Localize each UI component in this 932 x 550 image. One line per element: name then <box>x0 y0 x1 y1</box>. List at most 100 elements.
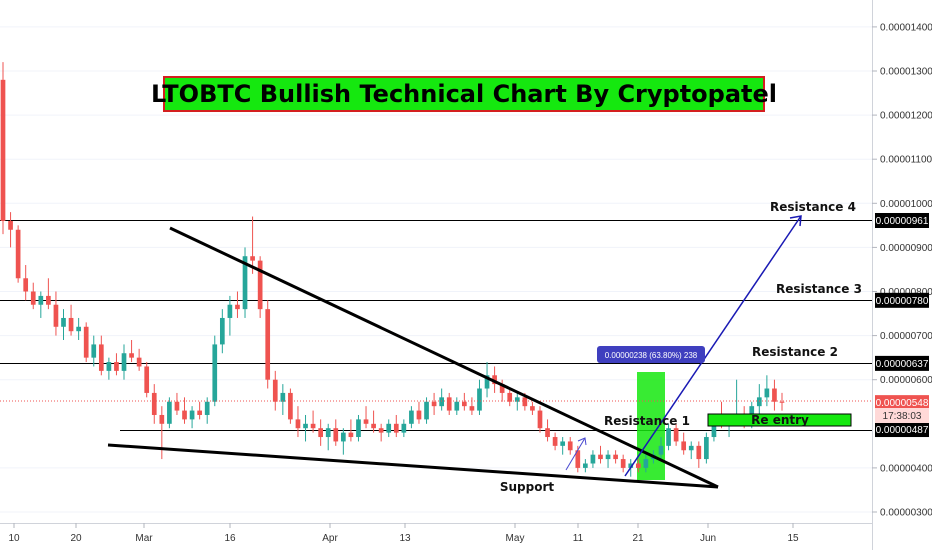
candle-body <box>772 388 777 402</box>
candle-body <box>189 410 195 420</box>
candle-body <box>673 428 679 442</box>
price-label-text: 0.00000637 <box>876 359 929 370</box>
candle-body <box>401 423 407 433</box>
candle-body <box>552 437 558 446</box>
candle-body <box>121 353 127 371</box>
candle-body <box>136 357 142 367</box>
x-tick-label: Apr <box>322 533 338 544</box>
candle-body <box>340 432 346 442</box>
candle-body <box>431 401 437 407</box>
candle-body <box>613 454 618 460</box>
candle-body <box>348 432 354 438</box>
candle-body <box>643 459 649 468</box>
candle-body <box>567 441 573 451</box>
candle-body <box>537 410 543 429</box>
candle-body <box>15 229 21 279</box>
candle-body <box>227 304 233 318</box>
candle-body <box>174 401 180 411</box>
candle-body <box>371 423 376 429</box>
target-arrowhead <box>789 215 802 227</box>
candle-body <box>182 410 187 420</box>
candle-body <box>83 326 89 358</box>
chart-title: LTOBTC Bullish Technical Chart By Crypto… <box>151 76 777 112</box>
candle-body <box>212 344 218 402</box>
countdown-badge <box>875 408 929 423</box>
candle-body <box>219 317 225 345</box>
y-tick-label: 0.00000300 <box>880 508 932 519</box>
measure-tooltip <box>597 346 705 363</box>
price-label-bg <box>875 355 929 371</box>
candle-body <box>484 375 490 389</box>
candle-body <box>265 309 271 380</box>
candle-body <box>53 304 59 327</box>
price-label-text: 0.00000548 <box>876 398 929 409</box>
candle-body <box>688 445 694 451</box>
countdown-text: 17:38:03 <box>883 411 922 422</box>
candle-body <box>469 406 475 411</box>
candle-body <box>386 423 392 433</box>
candle-body <box>560 441 566 446</box>
candle-body <box>46 295 51 305</box>
x-tick-label: May <box>506 533 525 544</box>
candle-body <box>356 419 361 438</box>
resistance-2-label: Resistance 2 <box>752 345 838 359</box>
candle-body <box>30 291 36 305</box>
candle-body <box>257 260 263 310</box>
x-tick-label: 11 <box>573 533 584 544</box>
candle-body <box>598 454 603 460</box>
candle-body <box>446 397 452 411</box>
y-tick-label: 0.00000600 <box>880 375 932 386</box>
price-label-text: 0.00000780 <box>876 296 929 307</box>
x-tick-label: 15 <box>787 533 799 544</box>
y-tick-label: 0.00000700 <box>880 331 932 342</box>
candle-body <box>416 410 422 420</box>
candle-body <box>0 79 6 221</box>
candle-body <box>454 401 460 411</box>
candle-body <box>23 278 29 292</box>
candle-body <box>144 366 150 393</box>
candle-body <box>167 401 172 424</box>
candle-body <box>333 428 339 442</box>
candle-body <box>696 445 702 460</box>
candle-body <box>666 428 671 446</box>
candle-body <box>477 388 482 411</box>
candle-body <box>575 450 581 468</box>
candle-body <box>76 326 81 332</box>
price-label-bg <box>875 292 929 308</box>
measure-tooltip-text: 0.00000238 (63.80%) 238 <box>605 351 698 360</box>
candle-body <box>98 344 104 371</box>
candle-body <box>310 423 316 429</box>
x-tick-label: Mar <box>135 533 153 544</box>
candle-body <box>530 406 535 411</box>
x-tick-label: Jun <box>700 533 716 544</box>
re-entry-label: Re entry <box>751 413 809 427</box>
candle-body <box>393 423 399 433</box>
upper-trendline <box>169 226 719 489</box>
candle-body <box>756 397 762 407</box>
support-label: Support <box>500 480 555 494</box>
candle-body <box>635 463 641 468</box>
y-tick-label: 0.00001000 <box>880 199 932 210</box>
candle-body <box>779 401 785 403</box>
resistance-3-label: Resistance 3 <box>776 282 862 296</box>
y-tick-label: 0.00001400 <box>880 22 932 33</box>
candle-body <box>507 392 513 402</box>
candle-body <box>514 397 520 402</box>
resistance-levels <box>0 220 872 431</box>
candle-body <box>235 304 240 310</box>
candle-body <box>129 353 134 358</box>
y-axis-ticks: 0.00001400 0.00001300 0.00001200 0.00001100… <box>872 22 932 519</box>
candle-body <box>620 459 626 468</box>
candle-body <box>204 401 210 415</box>
x-tick-label: 10 <box>8 533 20 544</box>
measure-highlight-box <box>637 372 665 480</box>
candle-body <box>325 428 331 438</box>
candle-body <box>8 220 13 230</box>
candle-body <box>288 392 293 420</box>
candle-body <box>704 437 709 460</box>
x-axis-ticks: 10 20 Mar 16 Apr 13 May 11 21 Jun 15 <box>8 523 799 544</box>
candle-body <box>545 428 550 438</box>
candle-body <box>318 428 323 438</box>
candle-body <box>280 392 286 402</box>
